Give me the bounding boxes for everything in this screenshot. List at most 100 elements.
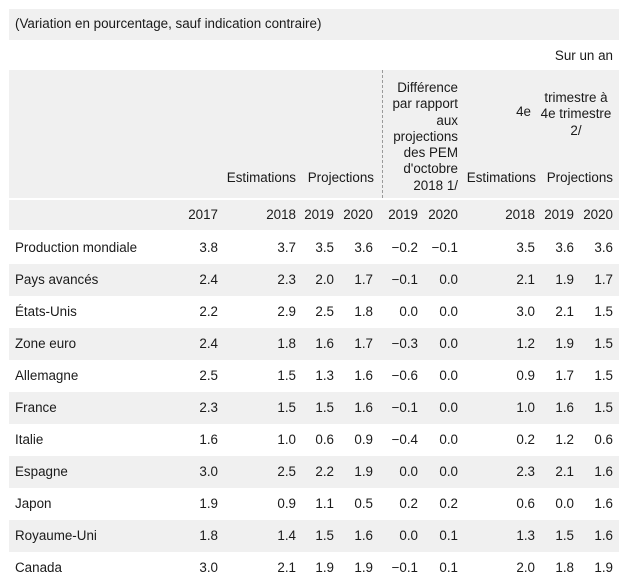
table-subtitle: (Variation en pourcentage, sauf indicati… <box>15 16 322 31</box>
table-cell: 1.5 <box>555 528 574 543</box>
table-cell: 3.7 <box>277 240 296 255</box>
header-q4-projections: Projections <box>546 170 613 185</box>
table-cell: 1.8 <box>277 336 296 351</box>
table-cell: 1.9 <box>594 560 613 575</box>
row-band <box>9 392 619 424</box>
table-cell: 1.5 <box>594 304 613 319</box>
table-cell: 1.6 <box>354 400 373 415</box>
table-cell: 1.7 <box>555 368 574 383</box>
table-cell: −0.1 <box>391 272 418 287</box>
table-cell: 0.0 <box>399 528 418 543</box>
table-cell: 2.2 <box>315 464 334 479</box>
table-cell: 1.6 <box>555 400 574 415</box>
table-cell: 1.8 <box>555 560 574 575</box>
table-cell: 0.0 <box>439 432 458 447</box>
table-cell: 1.9 <box>354 560 373 575</box>
row-band <box>9 456 619 488</box>
row-band <box>9 520 619 552</box>
table-cell: 3.5 <box>315 240 334 255</box>
table-cell: 3.6 <box>555 240 574 255</box>
table-cell: 1.5 <box>277 368 296 383</box>
table-cell: 1.7 <box>354 336 373 351</box>
year-header-cell: 2019 <box>388 207 418 222</box>
header-band-top <box>9 70 619 198</box>
table-cell: 1.2 <box>555 432 574 447</box>
header-difference: Différence par rapport aux projections d… <box>392 80 458 193</box>
year-header-cell: 2019 <box>544 207 574 222</box>
row-label: États-Unis <box>15 304 77 319</box>
table-cell: 0.0 <box>439 272 458 287</box>
table-cell: 1.9 <box>315 560 334 575</box>
row-label: Allemagne <box>15 368 79 383</box>
table-cell: 2.5 <box>277 464 296 479</box>
table-cell: 1.6 <box>354 368 373 383</box>
table-cell: 2.9 <box>277 304 296 319</box>
table-cell: 2.5 <box>315 304 334 319</box>
table-cell: 0.9 <box>277 496 296 511</box>
table-cell: 0.6 <box>516 496 535 511</box>
row-label: Zone euro <box>15 336 77 351</box>
table-cell: 0.0 <box>439 304 458 319</box>
year-header-cell: 2020 <box>583 207 613 222</box>
subtitle-band <box>9 9 619 40</box>
table-cell: 1.6 <box>199 432 218 447</box>
table-cell: 3.5 <box>516 240 535 255</box>
table-cell: 1.5 <box>594 368 613 383</box>
table-cell: −0.1 <box>431 240 458 255</box>
table-cell: 2.1 <box>277 560 296 575</box>
row-label: Royaume-Uni <box>15 528 97 543</box>
table-cell: 1.5 <box>277 400 296 415</box>
year-header-cell: 2018 <box>505 207 535 222</box>
table-cell: 2.5 <box>199 368 218 383</box>
table-cell: 1.5 <box>315 528 334 543</box>
table-cell: 1.1 <box>315 496 334 511</box>
row-label: Canada <box>15 560 62 575</box>
header-q4-trimestre: trimestre à 4e trimestre 2/ <box>540 90 612 138</box>
table-cell: 2.2 <box>199 304 218 319</box>
table-cell: 1.0 <box>277 432 296 447</box>
table-cell: 1.8 <box>199 528 218 543</box>
table-cell: 1.3 <box>315 368 334 383</box>
column-divider <box>382 70 383 198</box>
year-header-cell: 2020 <box>343 207 373 222</box>
header-projections: Projections <box>307 170 374 185</box>
table-cell: 3.0 <box>516 304 535 319</box>
table-cell: 2.1 <box>555 304 574 319</box>
table-cell: 1.9 <box>555 272 574 287</box>
table-cell: −0.6 <box>391 368 418 383</box>
table-cell: 1.6 <box>354 528 373 543</box>
table-cell: 1.5 <box>594 336 613 351</box>
table-cell: 2.0 <box>516 560 535 575</box>
table-cell: 1.5 <box>594 400 613 415</box>
table-cell: 0.6 <box>594 432 613 447</box>
table-cell: 1.6 <box>594 496 613 511</box>
table-cell: 0.0 <box>439 336 458 351</box>
table-cell: 0.9 <box>354 432 373 447</box>
table-cell: 1.6 <box>594 464 613 479</box>
table-cell: 2.0 <box>315 272 334 287</box>
table-cell: 0.1 <box>439 560 458 575</box>
header-year-on-year: Sur un an <box>554 48 613 63</box>
table-cell: 2.3 <box>199 400 218 415</box>
table-cell: 0.5 <box>354 496 373 511</box>
table-cell: 1.3 <box>516 528 535 543</box>
year-header-cell: 2019 <box>304 207 334 222</box>
row-band <box>9 328 619 360</box>
table-cell: 0.1 <box>439 528 458 543</box>
year-header-cell: 2018 <box>266 207 296 222</box>
table-cell: 1.7 <box>354 272 373 287</box>
row-label: Italie <box>15 432 44 447</box>
table-cell: 0.9 <box>516 368 535 383</box>
table-cell: 0.0 <box>555 496 574 511</box>
table-cell: 0.0 <box>399 464 418 479</box>
table-cell: 1.8 <box>354 304 373 319</box>
table-cell: 0.0 <box>439 368 458 383</box>
row-label: Japon <box>15 496 52 511</box>
table-cell: 1.7 <box>594 272 613 287</box>
header-band-years <box>9 200 619 230</box>
header-q4-estimations: Estimations <box>466 170 536 185</box>
table-cell: 0.2 <box>516 432 535 447</box>
table-cell: 2.3 <box>516 464 535 479</box>
row-label: France <box>15 400 57 415</box>
